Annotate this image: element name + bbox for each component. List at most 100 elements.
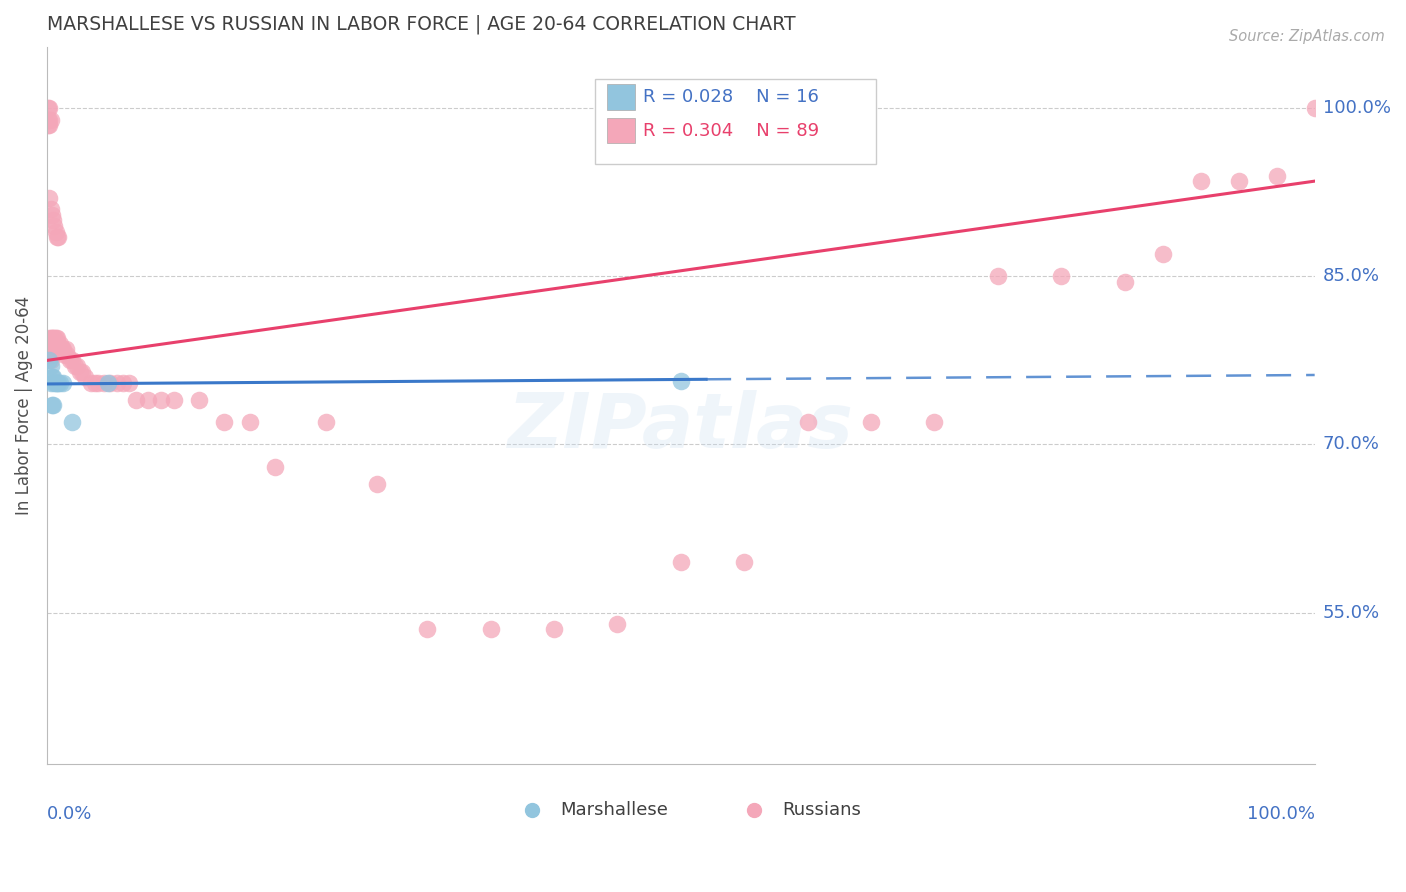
Point: [56, 348, 79, 362]
Point: [41, 342, 63, 356]
Point: [188, 392, 211, 407]
Point: [44, 331, 66, 345]
Point: [52, 342, 75, 356]
Point: [42, 331, 65, 345]
Point: [105, 376, 128, 390]
Point: [37, 101, 59, 115]
Point: [38, 342, 60, 356]
Point: [39, 112, 62, 127]
Y-axis label: In Labor Force | Age 20-64: In Labor Force | Age 20-64: [15, 295, 32, 515]
Point: [46, 230, 69, 244]
Point: [59, 353, 82, 368]
Text: 100.0%: 100.0%: [1323, 99, 1391, 117]
Text: 0.0%: 0.0%: [46, 805, 93, 823]
Point: [543, 623, 565, 637]
Point: [479, 623, 502, 637]
Point: [39, 202, 62, 216]
Point: [98, 376, 121, 390]
Point: [111, 376, 134, 390]
Point: [264, 459, 287, 474]
Point: [72, 365, 94, 379]
Point: [1265, 169, 1288, 183]
Point: [733, 555, 755, 569]
Point: [41, 398, 63, 412]
Point: [38, 191, 60, 205]
Point: [1303, 101, 1326, 115]
Text: MARSHALLESE VS RUSSIAN IN LABOR FORCE | AGE 20-64 CORRELATION CHART: MARSHALLESE VS RUSSIAN IN LABOR FORCE | …: [46, 15, 796, 35]
Point: [46, 342, 69, 356]
Point: [84, 376, 107, 390]
Point: [39, 376, 62, 390]
Bar: [607, 118, 636, 144]
Point: [150, 392, 173, 407]
Point: [42, 398, 65, 412]
Point: [53, 348, 76, 362]
Point: [55, 342, 77, 356]
Point: [45, 376, 67, 390]
Point: [118, 376, 141, 390]
Point: [39, 359, 62, 373]
Point: [46, 336, 69, 351]
Point: [669, 374, 692, 388]
Text: Source: ZipAtlas.com: Source: ZipAtlas.com: [1229, 29, 1385, 44]
Point: [41, 336, 63, 351]
Point: [86, 376, 108, 390]
Point: [44, 376, 66, 390]
Point: [1114, 275, 1136, 289]
Text: 70.0%: 70.0%: [1323, 435, 1379, 453]
FancyBboxPatch shape: [595, 78, 876, 163]
Point: [45, 331, 67, 345]
Point: [163, 392, 186, 407]
Point: [60, 415, 83, 429]
Point: [93, 376, 115, 390]
Point: [669, 555, 692, 569]
Point: [41, 208, 63, 222]
Point: [1050, 269, 1073, 284]
Point: [859, 415, 882, 429]
Point: [39, 353, 62, 368]
Point: [51, 342, 73, 356]
Point: [46, 331, 69, 345]
Point: [46, 336, 69, 351]
Point: [48, 336, 70, 351]
Point: [45, 336, 67, 351]
Point: [44, 219, 66, 233]
Point: [214, 415, 236, 429]
Point: [41, 331, 63, 345]
Point: [46, 376, 69, 390]
Point: [73, 370, 96, 384]
Point: [97, 376, 120, 390]
Point: [63, 359, 86, 373]
Point: [45, 225, 67, 239]
Point: [80, 376, 103, 390]
Point: [315, 415, 337, 429]
Point: [924, 415, 946, 429]
Point: [46, 376, 69, 390]
Text: Russians: Russians: [782, 801, 860, 820]
Point: [1189, 174, 1212, 188]
Point: [37, 112, 59, 127]
Text: 85.0%: 85.0%: [1323, 268, 1381, 285]
Point: [124, 392, 146, 407]
Point: [49, 342, 72, 356]
Point: [606, 616, 628, 631]
Point: [39, 348, 62, 362]
Point: [66, 359, 89, 373]
Point: [44, 342, 66, 356]
Text: ZIPatlas: ZIPatlas: [508, 390, 853, 464]
Text: R = 0.304    N = 89: R = 0.304 N = 89: [643, 121, 818, 139]
Point: [796, 415, 818, 429]
Point: [42, 336, 65, 351]
Point: [45, 342, 67, 356]
Point: [416, 623, 439, 637]
Text: 55.0%: 55.0%: [1323, 604, 1381, 622]
Point: [38, 112, 60, 127]
Point: [239, 415, 262, 429]
Point: [46, 230, 69, 244]
Point: [69, 365, 91, 379]
Point: [48, 376, 70, 390]
Point: [39, 342, 62, 356]
Point: [44, 336, 66, 351]
Point: [136, 392, 159, 407]
Point: [987, 269, 1010, 284]
